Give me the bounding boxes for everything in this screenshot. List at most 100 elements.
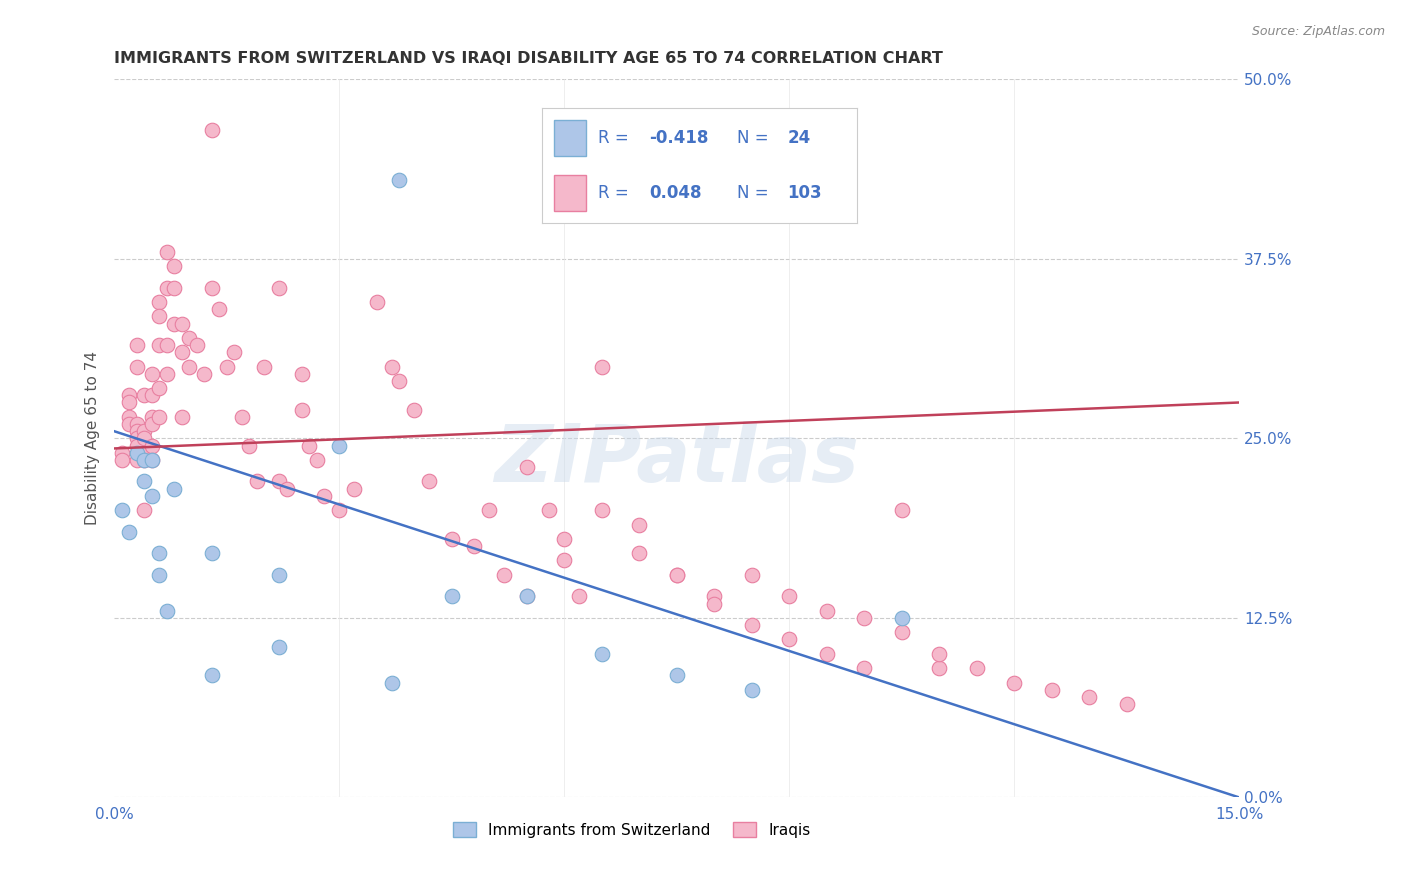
Point bbox=[111, 453, 134, 467]
Point bbox=[298, 439, 321, 453]
Point bbox=[741, 567, 763, 582]
Point bbox=[568, 590, 591, 604]
Point bbox=[741, 618, 763, 632]
Point bbox=[134, 503, 156, 517]
Point bbox=[276, 482, 298, 496]
Point bbox=[516, 590, 538, 604]
Point bbox=[966, 661, 988, 675]
Point bbox=[111, 503, 134, 517]
Point bbox=[890, 611, 912, 625]
Point bbox=[890, 625, 912, 640]
Point bbox=[231, 409, 253, 424]
Point bbox=[238, 439, 260, 453]
Point bbox=[111, 446, 134, 460]
Point bbox=[343, 482, 366, 496]
Point bbox=[778, 632, 800, 647]
Point bbox=[156, 604, 179, 618]
Point bbox=[156, 280, 179, 294]
Point bbox=[591, 359, 613, 374]
Point bbox=[141, 439, 163, 453]
Point bbox=[478, 503, 501, 517]
Point bbox=[1040, 682, 1063, 697]
Point bbox=[141, 409, 163, 424]
Point bbox=[125, 417, 148, 431]
Text: IMMIGRANTS FROM SWITZERLAND VS IRAQI DISABILITY AGE 65 TO 74 CORRELATION CHART: IMMIGRANTS FROM SWITZERLAND VS IRAQI DIS… bbox=[114, 51, 943, 66]
Point bbox=[381, 675, 404, 690]
Point bbox=[148, 546, 170, 560]
Point bbox=[148, 567, 170, 582]
Point bbox=[134, 388, 156, 402]
Point bbox=[215, 359, 238, 374]
Point bbox=[741, 682, 763, 697]
Point bbox=[388, 173, 411, 187]
Point bbox=[148, 409, 170, 424]
Point bbox=[404, 402, 426, 417]
Point bbox=[201, 668, 224, 682]
Point bbox=[193, 367, 215, 381]
Point bbox=[269, 475, 291, 489]
Point bbox=[703, 590, 725, 604]
Point bbox=[125, 359, 148, 374]
Point bbox=[538, 503, 561, 517]
Point bbox=[246, 475, 269, 489]
Point bbox=[125, 453, 148, 467]
Point bbox=[665, 567, 688, 582]
Point bbox=[201, 280, 224, 294]
Point bbox=[516, 460, 538, 475]
Point bbox=[778, 590, 800, 604]
Point bbox=[118, 409, 141, 424]
Point bbox=[141, 417, 163, 431]
Point bbox=[703, 597, 725, 611]
Point bbox=[553, 532, 575, 546]
Text: Source: ZipAtlas.com: Source: ZipAtlas.com bbox=[1251, 25, 1385, 38]
Point bbox=[440, 590, 463, 604]
Point bbox=[156, 367, 179, 381]
Point bbox=[269, 567, 291, 582]
Point bbox=[366, 295, 388, 310]
Point bbox=[665, 668, 688, 682]
Point bbox=[224, 345, 246, 359]
Point bbox=[141, 453, 163, 467]
Point bbox=[134, 446, 156, 460]
Point bbox=[305, 453, 328, 467]
Y-axis label: Disability Age 65 to 74: Disability Age 65 to 74 bbox=[86, 351, 100, 525]
Point bbox=[815, 647, 838, 661]
Point bbox=[328, 503, 350, 517]
Point bbox=[170, 317, 193, 331]
Point bbox=[163, 317, 186, 331]
Point bbox=[253, 359, 276, 374]
Point bbox=[928, 647, 950, 661]
Point bbox=[418, 475, 440, 489]
Point bbox=[170, 409, 193, 424]
Point bbox=[125, 446, 148, 460]
Point bbox=[148, 310, 170, 324]
Point bbox=[148, 381, 170, 395]
Point bbox=[170, 345, 193, 359]
Point bbox=[853, 661, 876, 675]
Point bbox=[553, 553, 575, 567]
Point bbox=[628, 517, 651, 532]
Point bbox=[186, 338, 208, 352]
Point bbox=[118, 417, 141, 431]
Point bbox=[134, 475, 156, 489]
Point bbox=[125, 424, 148, 438]
Point bbox=[134, 424, 156, 438]
Point bbox=[201, 122, 224, 136]
Point bbox=[381, 359, 404, 374]
Point bbox=[665, 567, 688, 582]
Point bbox=[1078, 690, 1101, 704]
Point bbox=[628, 546, 651, 560]
Point bbox=[1115, 697, 1137, 711]
Point bbox=[591, 503, 613, 517]
Point bbox=[815, 604, 838, 618]
Point bbox=[141, 388, 163, 402]
Point bbox=[269, 640, 291, 654]
Point bbox=[388, 374, 411, 388]
Point bbox=[118, 388, 141, 402]
Point bbox=[141, 367, 163, 381]
Point bbox=[179, 359, 201, 374]
Point bbox=[156, 244, 179, 259]
Point bbox=[269, 280, 291, 294]
Point bbox=[853, 611, 876, 625]
Point bbox=[314, 489, 336, 503]
